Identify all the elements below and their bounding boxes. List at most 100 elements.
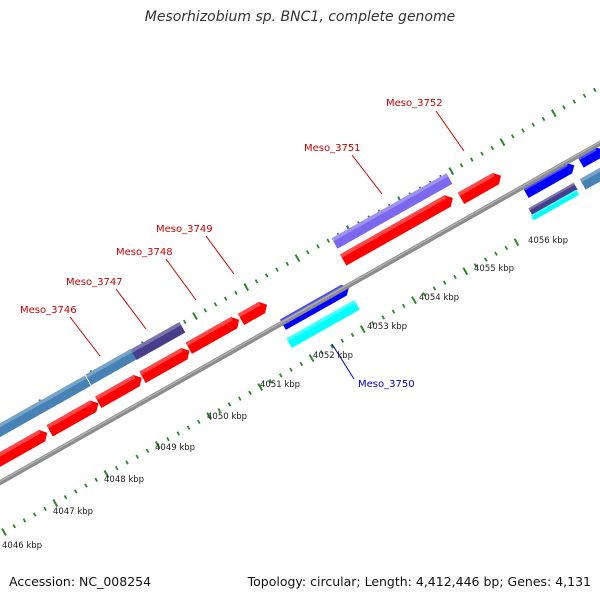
- locus-leader-line: [351, 154, 383, 195]
- locus-label[interactable]: Meso_3752: [386, 98, 443, 109]
- locus-leader-line: [69, 316, 101, 357]
- gene-arrow-icon-bevel: [185, 317, 233, 347]
- inner-tick-track: [1, 238, 520, 536]
- scale-label: 4048 kbp: [104, 475, 144, 485]
- gene-arrow-icon-bevel: [0, 399, 44, 428]
- outer-tick: [254, 279, 259, 284]
- inner-tick: [196, 419, 201, 425]
- inner-tick: [391, 309, 396, 314]
- gene-arrow-icon: [286, 300, 360, 348]
- inner-tick: [422, 292, 427, 297]
- gene-arrow-icon-bevel: [286, 300, 356, 342]
- inner-tick: [462, 267, 469, 276]
- accession-text: Accession: NC_008254: [9, 574, 152, 589]
- locus-label[interactable]: Meso_3746: [20, 305, 77, 316]
- inner-tick: [84, 483, 88, 488]
- gene-arrow-icon: [185, 317, 240, 354]
- inner-tick: [22, 518, 27, 523]
- gene-arrow-icon: [85, 348, 137, 386]
- scale-labels: 4046 kbp 4047 kbp 4048 kbp 4049 kbp 4050 kbp…: [2, 236, 568, 551]
- locus-label[interactable]: Meso_3750: [358, 379, 415, 390]
- outer-tick: [203, 308, 208, 313]
- inner-tick: [432, 286, 437, 291]
- scale-label: 4053 kbp: [367, 322, 407, 332]
- inner-tick: [278, 373, 283, 378]
- outer-tick: [531, 122, 536, 127]
- inner-tick: [43, 506, 47, 511]
- outer-tick: [510, 134, 515, 139]
- genome-backbone: [0, 140, 600, 486]
- inner-tick: [227, 402, 232, 407]
- gene-arrow-icon: [528, 182, 578, 216]
- inner-tick: [12, 524, 17, 529]
- outer-tick: [305, 250, 310, 255]
- gene-arrow-icon: [457, 172, 502, 204]
- inner-tick: [52, 499, 59, 507]
- gene-arrow-icon-bevel: [139, 348, 183, 376]
- inner-tick: [114, 466, 119, 471]
- gene-arrow-icon-bevel: [41, 375, 87, 404]
- scale-label: 4051 kbp: [260, 380, 300, 390]
- inner-tick: [483, 257, 488, 262]
- outer-tick: [264, 273, 269, 278]
- inner-tick: [494, 251, 498, 256]
- gene-arrow-icon-bevel: [528, 182, 575, 211]
- locus-label[interactable]: Meso_3748: [116, 247, 173, 258]
- outer-tick: [223, 296, 228, 301]
- scale-label: 4047 kbp: [53, 507, 93, 517]
- gene-arrow-icon-bevel: [331, 173, 449, 242]
- inner-tick: [135, 454, 140, 459]
- inner-tick: [257, 383, 264, 392]
- inner-tick: [237, 396, 242, 401]
- gene-arrow-icon: [46, 400, 99, 437]
- inner-tick: [94, 477, 99, 483]
- inner-tick: [145, 448, 150, 454]
- locus-leader-line: [165, 258, 197, 301]
- outer-tick: [213, 302, 218, 307]
- inner-tick: [289, 367, 293, 372]
- outer-tick: [192, 312, 198, 321]
- inner-tick: [299, 361, 304, 367]
- locus-leader-line: [115, 288, 147, 330]
- inner-tick: [103, 470, 110, 478]
- inner-tick: [504, 245, 509, 251]
- gene-arrow-icon-bevel: [46, 400, 92, 429]
- outer-tick: [275, 267, 279, 272]
- locus-labels: Meso_3746 Meso_3747 Meso_3748 Meso_3749 Meso…: [20, 98, 465, 390]
- genome-backbone-highlight: [0, 141, 600, 483]
- outer-tick: [541, 116, 546, 122]
- topology-text: Topology: circular; Length: 4,412,446 bp…: [247, 574, 591, 589]
- gene-arrow-icon: [530, 189, 580, 221]
- gene-arrow-icon: [0, 399, 48, 438]
- outer-tick: [182, 319, 187, 325]
- inner-tick: [319, 350, 324, 355]
- inner-tick: [330, 344, 334, 349]
- outer-tick: [499, 138, 506, 147]
- gene-arrow-icon: [339, 195, 453, 266]
- inner-tick: [206, 412, 212, 421]
- inner-tick: [411, 296, 417, 305]
- outer-tick: [469, 157, 474, 162]
- map-title: Mesorhizobium sp. BNC1, complete genome: [144, 9, 456, 25]
- gene-arrow-icon: [139, 348, 190, 383]
- gene-arrow-icon: [0, 430, 48, 467]
- outer-tick: [592, 87, 597, 93]
- gene-arrow-icon-bevel: [579, 167, 600, 183]
- inner-tick: [63, 495, 68, 500]
- inner-tick: [166, 437, 170, 442]
- scale-label: 4049 kbp: [155, 443, 195, 453]
- inner-tick: [248, 390, 252, 396]
- locus-label[interactable]: Meso_3749: [156, 224, 213, 235]
- locus-label[interactable]: Meso_3751: [304, 143, 361, 154]
- gene-arrow-icon-bevel: [0, 430, 41, 457]
- locus-leader-line: [435, 110, 465, 152]
- inner-tick: [453, 274, 457, 280]
- outer-tick: [294, 254, 301, 263]
- outer-tick: [582, 93, 587, 98]
- inner-tick: [340, 338, 345, 343]
- locus-label[interactable]: Meso_3747: [66, 277, 123, 288]
- inner-tick: [176, 431, 181, 436]
- gene-arrow-icon: [41, 375, 91, 411]
- inner-tick: [359, 325, 366, 334]
